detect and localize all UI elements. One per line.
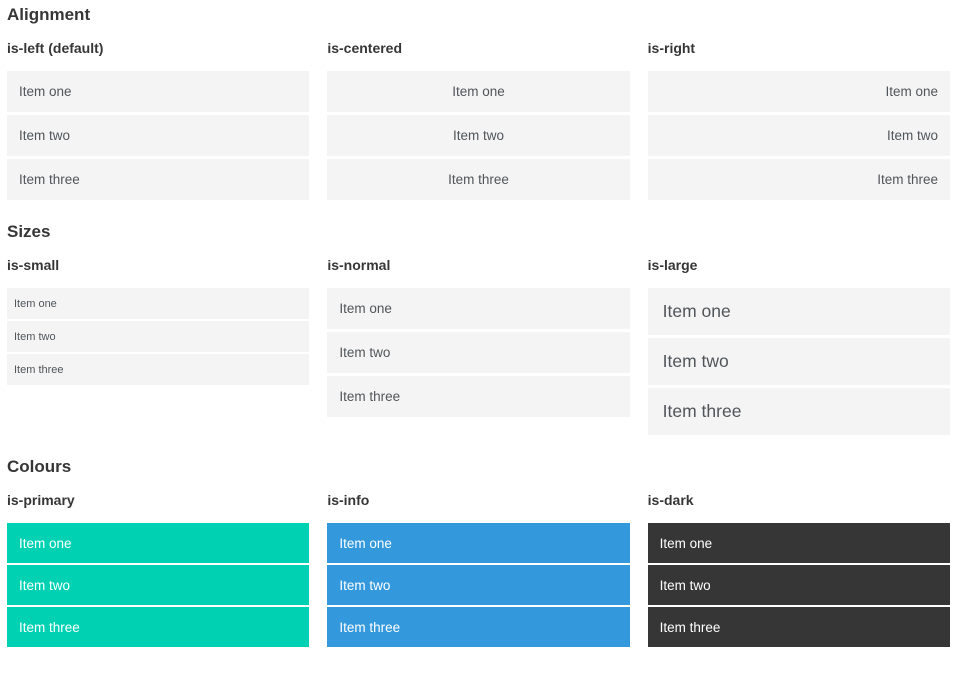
list-is-centered: Item one Item two Item three	[327, 71, 630, 200]
section-title-alignment: Alignment	[7, 5, 91, 24]
list-item: Item one	[7, 523, 310, 563]
list-item: Item one	[647, 288, 950, 335]
group-label-is-info: is-info	[327, 492, 370, 508]
section-title-colours: Colours	[7, 457, 72, 476]
list-item: Item one	[647, 71, 950, 112]
list-item: Item three	[327, 159, 630, 200]
list-is-info: Item one Item two Item three	[327, 523, 630, 647]
list-item: Item one	[327, 523, 630, 563]
list-item: Item one	[327, 71, 630, 112]
group-label-is-small: is-small	[7, 257, 60, 273]
list-item: Item two	[7, 115, 310, 156]
list-is-left: Item one Item two Item three	[7, 71, 310, 200]
list-item: Item two	[647, 115, 950, 156]
list-item: Item three	[647, 159, 950, 200]
section-sizes: Sizes is-small Item one Item two Item th…	[7, 221, 950, 438]
list-item: Item one	[327, 288, 630, 329]
colours-columns: is-primary Item one Item two Item three …	[7, 492, 950, 649]
list-item: Item two	[647, 338, 950, 385]
section-alignment: Alignment is-left (default) Item one Ite…	[7, 4, 950, 203]
list-item: Item one	[7, 288, 310, 319]
group-label-is-centered: is-centered	[327, 40, 403, 56]
column-is-info: is-info Item one Item two Item three	[327, 492, 630, 649]
list-is-primary: Item one Item two Item three	[7, 523, 310, 647]
list-item: Item three	[327, 607, 630, 647]
list-item: Item three	[647, 607, 950, 647]
list-item: Item two	[327, 115, 630, 156]
list-item: Item three	[7, 607, 310, 647]
group-label-is-primary: is-primary	[7, 492, 75, 508]
list-is-small: Item one Item two Item three	[7, 288, 310, 385]
list-item: Item two	[647, 565, 950, 605]
column-is-left: is-left (default) Item one Item two Item…	[7, 40, 310, 203]
group-label-is-normal: is-normal	[327, 257, 391, 273]
list-item: Item three	[7, 354, 310, 385]
column-is-centered: is-centered Item one Item two Item three	[327, 40, 630, 203]
list-item: Item two	[327, 565, 630, 605]
list-is-dark: Item one Item two Item three	[647, 523, 950, 647]
section-colours: Colours is-primary Item one Item two Ite…	[7, 456, 950, 649]
column-is-small: is-small Item one Item two Item three	[7, 257, 310, 438]
list-item: Item one	[7, 71, 310, 112]
group-label-is-dark: is-dark	[647, 492, 694, 508]
column-is-dark: is-dark Item one Item two Item three	[647, 492, 950, 649]
group-label-is-large: is-large	[647, 257, 698, 273]
list-item: Item three	[647, 388, 950, 435]
section-title-sizes: Sizes	[7, 222, 51, 241]
group-label-is-right: is-right	[647, 40, 696, 56]
column-is-normal: is-normal Item one Item two Item three	[327, 257, 630, 438]
list-is-large: Item one Item two Item three	[647, 288, 950, 435]
list-is-normal: Item one Item two Item three	[327, 288, 630, 417]
list-item: Item three	[327, 376, 630, 417]
alignment-columns: is-left (default) Item one Item two Item…	[7, 40, 950, 203]
list-item: Item two	[327, 332, 630, 373]
group-label-is-left: is-left (default)	[7, 40, 104, 56]
list-item: Item three	[7, 159, 310, 200]
column-is-right: is-right Item one Item two Item three	[647, 40, 950, 203]
list-item: Item two	[7, 321, 310, 352]
column-is-primary: is-primary Item one Item two Item three	[7, 492, 310, 649]
list-is-right: Item one Item two Item three	[647, 71, 950, 200]
column-is-large: is-large Item one Item two Item three	[647, 257, 950, 438]
list-item: Item two	[7, 565, 310, 605]
list-item: Item one	[647, 523, 950, 563]
sizes-columns: is-small Item one Item two Item three is…	[7, 257, 950, 438]
